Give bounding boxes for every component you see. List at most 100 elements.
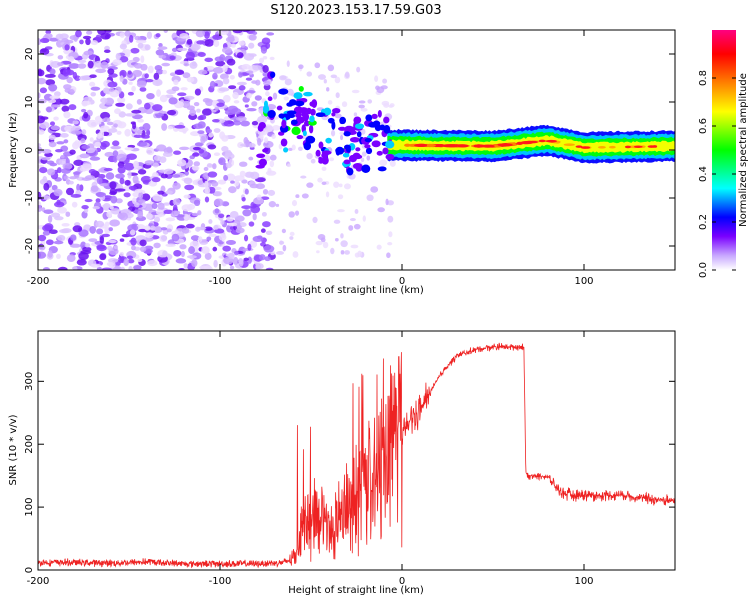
heatmap-cell <box>48 134 56 141</box>
heatmap-cell <box>252 31 258 35</box>
heatmap-cell <box>377 109 382 118</box>
heatmap-cell <box>257 137 262 146</box>
heatmap-cell <box>344 250 350 255</box>
heatmap-cell <box>298 85 304 92</box>
heatmap-cell <box>47 250 53 258</box>
heatmap-cell <box>179 146 190 151</box>
heatmap-cell <box>362 215 366 222</box>
heatmap-cell <box>89 156 101 161</box>
heatmap-cell <box>141 202 147 209</box>
heatmap-cell <box>109 219 121 227</box>
heatmap-cell <box>119 75 124 83</box>
heatmap-cell <box>289 231 295 237</box>
heatmap-cell <box>386 200 394 206</box>
heatmap-cell <box>144 102 151 110</box>
heatmap-cell <box>133 161 138 168</box>
heatmap-cell <box>53 188 63 197</box>
heatmap-cell <box>255 164 265 169</box>
colorbar: 0.0 0.2 0.4 0.6 0.8 Normalized spectral ampl… <box>698 30 749 278</box>
heatmap-cell <box>118 111 126 118</box>
heatmap-cell <box>318 156 323 162</box>
heatmap-cell <box>334 113 342 119</box>
heatmap-cell <box>162 69 168 75</box>
heatmap-cell <box>358 104 365 109</box>
heatmap-cell <box>104 151 115 158</box>
heatmap-cell <box>60 133 69 138</box>
heatmap-cell <box>76 259 87 266</box>
heatmap-cell <box>310 108 316 116</box>
heatmap-cell <box>262 148 268 153</box>
heatmap-cell <box>361 151 367 157</box>
heatmap-cell <box>379 124 386 131</box>
heatmap-cell <box>137 118 144 123</box>
heatmap-cell <box>134 188 144 193</box>
heatmap-cell <box>297 146 303 151</box>
heatmap-cell <box>222 77 230 85</box>
heatmap-cell <box>67 56 75 62</box>
heatmap-cell <box>89 74 97 79</box>
heatmap-cell <box>137 258 143 263</box>
heatmap-cell <box>218 87 230 92</box>
heatmap-cell <box>343 131 351 137</box>
heatmap-cell <box>342 152 350 158</box>
heatmap-cell <box>212 34 223 40</box>
heatmap-cell <box>212 118 220 123</box>
heatmap-cell <box>295 112 302 119</box>
heatmap-cell <box>301 108 307 118</box>
heatmap-cell <box>335 148 341 156</box>
heatmap-cell <box>327 64 335 72</box>
heatmap-cell <box>306 71 313 77</box>
heatmap-cell <box>43 182 50 191</box>
heatmap-peak <box>481 144 495 148</box>
heatmap-cell <box>88 168 97 174</box>
heatmap-cell <box>315 112 326 117</box>
heatmap-cell <box>116 153 127 162</box>
heatmap-cell <box>252 235 264 243</box>
heatmap-cell <box>226 216 234 222</box>
heatmap-cell <box>180 87 188 91</box>
heatmap-cell <box>124 128 131 137</box>
heatmap-cell <box>212 163 217 170</box>
heatmap-cell <box>276 251 284 255</box>
heatmap-cell <box>72 120 79 125</box>
heatmap-cell <box>386 252 391 259</box>
heatmap-cell <box>96 266 102 270</box>
heatmap-cell <box>61 228 72 234</box>
heatmap-cell <box>69 243 81 248</box>
heatmap-cell <box>131 245 136 251</box>
heatmap-cell <box>254 95 262 101</box>
heatmap-cell <box>133 180 140 184</box>
heatmap-cell <box>246 108 257 112</box>
heatmap-cell <box>156 209 164 216</box>
heatmap-cell <box>189 108 197 117</box>
heatmap-cell <box>376 150 383 156</box>
heatmap-cell <box>290 119 298 125</box>
heatmap-cell <box>186 38 193 45</box>
heatmap-cell <box>186 76 195 83</box>
heatmap-cell <box>263 80 271 86</box>
heatmap-cell <box>41 148 52 154</box>
heatmap-cell <box>139 239 147 247</box>
heatmap-cell <box>163 202 171 206</box>
heatmap-cell <box>53 116 59 121</box>
heatmap-cell <box>114 108 121 115</box>
heatmap-cell <box>278 113 286 119</box>
heatmap-cell <box>162 250 168 258</box>
heatmap-cell <box>222 245 232 252</box>
heatmap-peak <box>563 143 575 146</box>
heatmap-cell <box>88 238 98 243</box>
heatmap-cell <box>126 153 137 160</box>
heatmap-cell <box>127 170 132 179</box>
heatmap-cell <box>214 208 220 214</box>
heatmap-cell <box>174 230 179 234</box>
heatmap-cell <box>100 111 111 120</box>
heatmap-cell <box>348 225 354 231</box>
heatmap-cell <box>229 265 235 270</box>
snr-ticks: -200 -100 0 100 0 100 200 300 <box>24 331 675 587</box>
heatmap-cell <box>340 240 348 248</box>
heatmap-cell <box>107 81 118 88</box>
y-tick-label: 100 <box>24 498 35 517</box>
heatmap-cell <box>141 134 150 139</box>
heatmap-cell <box>205 98 214 107</box>
heatmap-cell <box>85 147 96 154</box>
